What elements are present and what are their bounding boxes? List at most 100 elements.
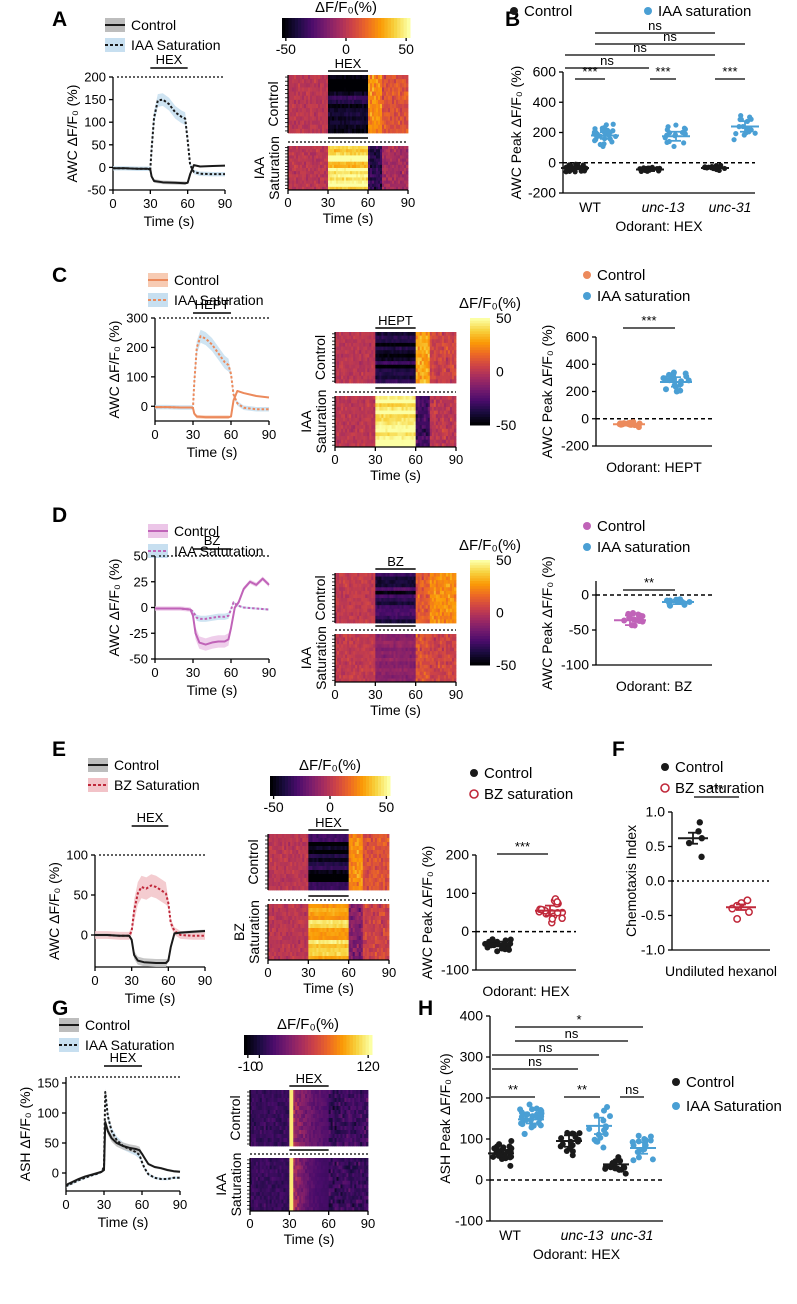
heatmap-cell (390, 164, 393, 169)
heatmap-cell (336, 161, 339, 166)
heatmap-cell (294, 79, 297, 84)
heatmap-cell (312, 91, 315, 97)
heatmap-cell (381, 439, 384, 444)
heatmap-cell (337, 634, 340, 638)
heatmap-cell (324, 171, 327, 175)
heatmap-cell (381, 443, 384, 448)
heatmap-cell (443, 368, 447, 373)
heatmap-cell (449, 428, 453, 433)
heatmap-cell (322, 146, 325, 150)
heatmap-cell (372, 87, 375, 92)
heatmap-cell (391, 573, 394, 577)
heatmap-cell (388, 75, 391, 80)
heatmap-cell (306, 99, 309, 105)
heatmap-cell (362, 158, 365, 163)
heatmap-cell (300, 99, 303, 105)
heatmap-block-0 (285, 75, 409, 134)
heatmap-cell (449, 339, 453, 344)
heatmap-cell (344, 146, 347, 150)
heatmap-cell (352, 79, 355, 84)
heatmap-cell (347, 414, 350, 419)
heatmap-cell (437, 403, 441, 408)
heatmap-cell (413, 379, 417, 384)
heatmap-cell (364, 161, 367, 166)
heatmap-cell (405, 399, 408, 404)
heatmap-cell (368, 79, 371, 84)
heatmap-cell (373, 396, 376, 401)
heatmap-cell (447, 368, 451, 373)
heatmap-cell (359, 637, 362, 642)
heatmap-cell (409, 640, 413, 645)
heatmap-cell (397, 587, 400, 592)
heatmap-cell (330, 155, 333, 159)
heatmap-cell (425, 580, 429, 585)
heatmap-cell (365, 594, 368, 599)
heatmap-cell (413, 637, 417, 642)
heatmap-cell (360, 183, 363, 188)
heatmap-cell (417, 583, 421, 588)
heatmap-cell (445, 634, 449, 638)
heatmap-cell (401, 428, 404, 433)
heatmap-cell (316, 95, 319, 101)
heatmap-cell (356, 186, 359, 191)
heatmap-cell (292, 104, 295, 109)
heatmap-cell (372, 152, 375, 156)
heatmap-cell (326, 149, 329, 153)
heatmap-cell (342, 180, 345, 185)
heatmap-cell (306, 91, 309, 97)
heatmap-cell (342, 83, 345, 88)
row-group-label-0: Control (312, 335, 328, 380)
legend-label-1: IAA Saturation (174, 292, 264, 308)
heatmap-cell (302, 186, 305, 191)
heatmap-cell (411, 428, 415, 433)
heatmap-cell (372, 155, 375, 159)
heatmap-cell (407, 346, 411, 351)
heatmap-cell (362, 146, 365, 150)
heatmap-cell (359, 361, 362, 366)
heatmap-cell (435, 339, 439, 344)
heatmap-cell (391, 375, 394, 380)
heatmap-cell (377, 573, 380, 577)
heatmap-cell (355, 428, 358, 433)
heatmap-cell (413, 342, 417, 347)
heatmap-cell (346, 91, 349, 97)
heatmap-cell (435, 357, 439, 362)
heatmap-cell (379, 615, 382, 620)
heatmap-cell (368, 161, 371, 166)
heatmap-cell (367, 406, 370, 411)
heatmap-cell (379, 428, 382, 433)
heatmap-cell (403, 439, 406, 444)
heatmap-cell (386, 128, 389, 134)
heatmap-cell (359, 406, 362, 411)
heatmap-cell (387, 594, 390, 599)
heatmap-cell (361, 576, 364, 581)
colorbar-cell (470, 371, 490, 375)
heatmap-cell (366, 124, 369, 130)
heatmap-cell (322, 177, 325, 181)
heatmap-cell (352, 155, 355, 159)
heatmap-cell (339, 576, 342, 581)
heatmap-cell (376, 168, 379, 172)
heatmap-cell (451, 357, 455, 362)
heatmap-cell (367, 421, 370, 426)
heatmap-cell (419, 432, 423, 437)
colorbar-cell (323, 18, 328, 38)
heatmap-cell (365, 403, 368, 408)
heatmap-cell (400, 174, 403, 178)
colorbar-cell (285, 18, 289, 38)
heatmap-cell (361, 605, 364, 610)
heatmap-cell (298, 152, 301, 156)
heatmap-cell (335, 443, 338, 448)
heatmap-cell (353, 587, 356, 592)
x-tick-label: 90 (401, 195, 415, 210)
heatmap-cell (364, 104, 367, 109)
heatmap-cell (421, 421, 425, 426)
heatmap-cell (395, 414, 398, 419)
heatmap-cell (288, 75, 291, 80)
heatmap-cell (382, 112, 385, 117)
heatmap-cell (288, 186, 291, 191)
heatmap-cell (389, 364, 392, 369)
heatmap-cell (304, 108, 307, 113)
colorbar-cell (298, 18, 302, 38)
heatmap-cell (373, 332, 376, 337)
